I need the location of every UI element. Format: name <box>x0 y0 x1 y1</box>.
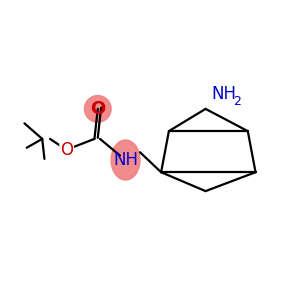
Text: NH: NH <box>211 85 236 103</box>
Ellipse shape <box>111 140 140 180</box>
Text: O: O <box>60 141 73 159</box>
Text: O: O <box>90 100 105 118</box>
Text: NH: NH <box>113 151 138 169</box>
Text: 2: 2 <box>233 95 241 108</box>
Ellipse shape <box>84 96 111 122</box>
